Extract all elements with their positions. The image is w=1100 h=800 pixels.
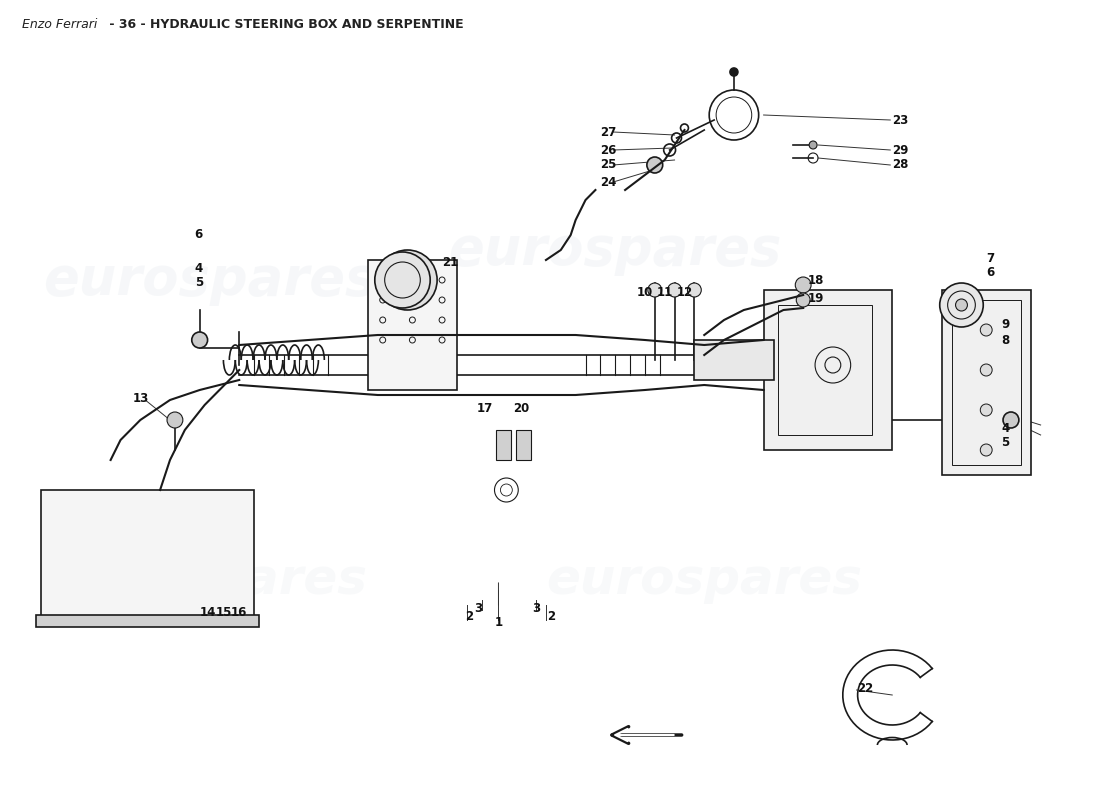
Text: 28: 28 <box>892 158 909 171</box>
Text: 18: 18 <box>808 274 825 286</box>
Text: 7: 7 <box>987 251 994 265</box>
Circle shape <box>980 404 992 416</box>
Bar <box>942 290 1031 475</box>
Text: 4: 4 <box>1001 422 1010 434</box>
Circle shape <box>191 332 208 348</box>
Text: 2: 2 <box>464 610 473 623</box>
Text: 3: 3 <box>474 602 483 614</box>
Text: - 36 - HYDRAULIC STEERING BOX AND SERPENTINE: - 36 - HYDRAULIC STEERING BOX AND SERPEN… <box>104 18 463 31</box>
Bar <box>694 340 773 380</box>
Bar <box>496 430 512 460</box>
Text: 13: 13 <box>132 391 148 405</box>
Text: 27: 27 <box>601 126 617 138</box>
Text: eurospares: eurospares <box>43 254 376 306</box>
Text: 12: 12 <box>676 286 693 298</box>
Circle shape <box>795 277 811 293</box>
Circle shape <box>980 364 992 376</box>
Circle shape <box>810 141 817 149</box>
Text: 21: 21 <box>442 255 459 269</box>
Text: 11: 11 <box>657 286 673 298</box>
Circle shape <box>648 283 662 297</box>
Circle shape <box>375 252 430 308</box>
Text: 6: 6 <box>195 229 204 242</box>
Bar <box>516 430 531 460</box>
Circle shape <box>403 275 412 285</box>
Text: 20: 20 <box>513 402 529 414</box>
Text: 22: 22 <box>858 682 873 694</box>
Text: 1: 1 <box>494 615 503 629</box>
Text: Enzo Ferrari: Enzo Ferrari <box>22 18 97 31</box>
Circle shape <box>956 299 967 311</box>
Circle shape <box>980 444 992 456</box>
Circle shape <box>688 283 702 297</box>
Text: 17: 17 <box>476 402 493 414</box>
Bar <box>952 300 1021 465</box>
Bar <box>779 305 872 435</box>
Text: eurospares: eurospares <box>52 556 367 604</box>
Circle shape <box>377 250 437 310</box>
Text: 5: 5 <box>1001 437 1010 450</box>
Text: 10: 10 <box>637 286 653 298</box>
Text: 15: 15 <box>216 606 232 618</box>
Text: 14: 14 <box>199 606 216 618</box>
Circle shape <box>167 412 183 428</box>
Circle shape <box>796 293 810 307</box>
Text: 2: 2 <box>547 610 556 623</box>
Circle shape <box>647 157 662 173</box>
Text: 5: 5 <box>195 277 204 290</box>
Text: 29: 29 <box>892 143 909 157</box>
Bar <box>763 290 892 450</box>
Circle shape <box>980 324 992 336</box>
Circle shape <box>668 283 682 297</box>
Text: 19: 19 <box>808 291 825 305</box>
Bar <box>42 490 254 620</box>
Bar <box>367 260 456 390</box>
Bar <box>36 615 258 627</box>
Text: 4: 4 <box>195 262 204 274</box>
Circle shape <box>730 68 738 76</box>
Circle shape <box>939 283 983 327</box>
Text: eurospares: eurospares <box>449 224 782 276</box>
Text: 8: 8 <box>1001 334 1010 346</box>
Text: 25: 25 <box>601 158 617 171</box>
Text: 3: 3 <box>532 602 540 614</box>
Text: eurospares: eurospares <box>547 556 862 604</box>
Text: 6: 6 <box>987 266 994 278</box>
Text: 26: 26 <box>601 143 617 157</box>
Text: 24: 24 <box>601 175 617 189</box>
Text: 9: 9 <box>1001 318 1010 331</box>
Text: 23: 23 <box>892 114 909 126</box>
Text: 16: 16 <box>231 606 248 618</box>
Circle shape <box>1003 412 1019 428</box>
